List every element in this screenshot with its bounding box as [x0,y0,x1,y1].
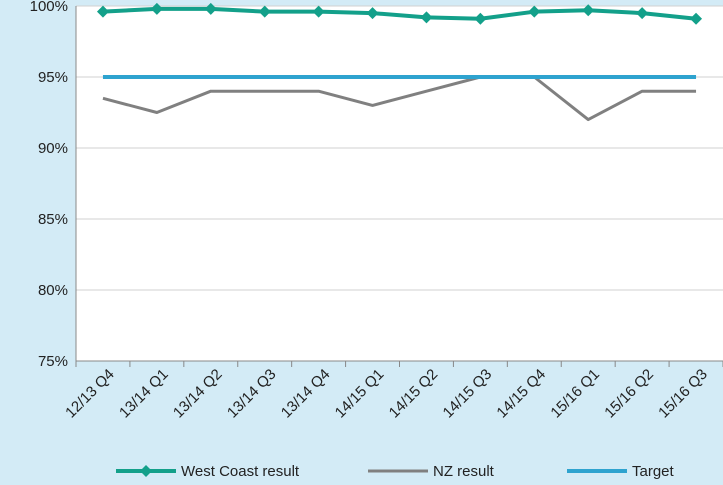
x-tick-label: 12/13 Q4 [62,366,118,422]
data-point [150,2,163,15]
legend-marker [140,465,152,477]
legend-label: NZ result [433,463,495,480]
data-point [528,5,541,18]
data-point [690,12,703,25]
y-tick-label: 80% [38,282,68,299]
data-point [258,5,271,18]
x-tick-label: 13/14 Q4 [278,366,334,422]
legend-label: Target [632,463,675,480]
x-tick-label: 13/14 Q1 [116,366,172,422]
x-tick-label: 13/14 Q2 [170,366,226,422]
series [96,2,703,122]
axes [75,6,723,367]
x-tick-label: 15/16 Q1 [547,366,603,422]
legend-item: NZ result [368,463,495,480]
data-point [366,7,379,20]
data-point [636,7,649,20]
data-point [474,12,487,25]
x-tick-label: 15/16 Q2 [601,366,657,422]
data-point [312,5,325,18]
legend-label: West Coast result [181,463,300,480]
y-tick-label: 100% [30,0,68,15]
data-point [96,5,109,18]
y-tick-label: 90% [38,140,68,157]
x-tick-label: 14/15 Q3 [440,366,496,422]
legend-item: West Coast result [116,463,300,480]
plot-area [76,6,723,361]
series-line [102,75,697,122]
y-tick-label: 75% [38,353,68,370]
legend: West Coast result NZ result Target [116,463,675,480]
x-tick-label: 15/16 Q3 [655,366,711,422]
y-tick-label: 95% [38,69,68,86]
series-west-coast-result [96,2,703,25]
y-tick-label: 85% [38,211,68,228]
series-nz-result [102,75,697,122]
y-axis-tick-labels: 75% 80% 85% 90% 95% 100% [30,0,68,370]
data-point [204,2,217,15]
legend-item: Target [567,463,675,480]
x-tick-label: 13/14 Q3 [224,366,280,422]
x-tick-label: 14/15 Q2 [386,366,442,422]
x-tick-label: 14/15 Q4 [493,366,549,422]
series-line [102,6,697,21]
x-tick-label: 14/15 Q1 [332,366,388,422]
data-point [582,4,595,17]
data-point [420,11,433,24]
